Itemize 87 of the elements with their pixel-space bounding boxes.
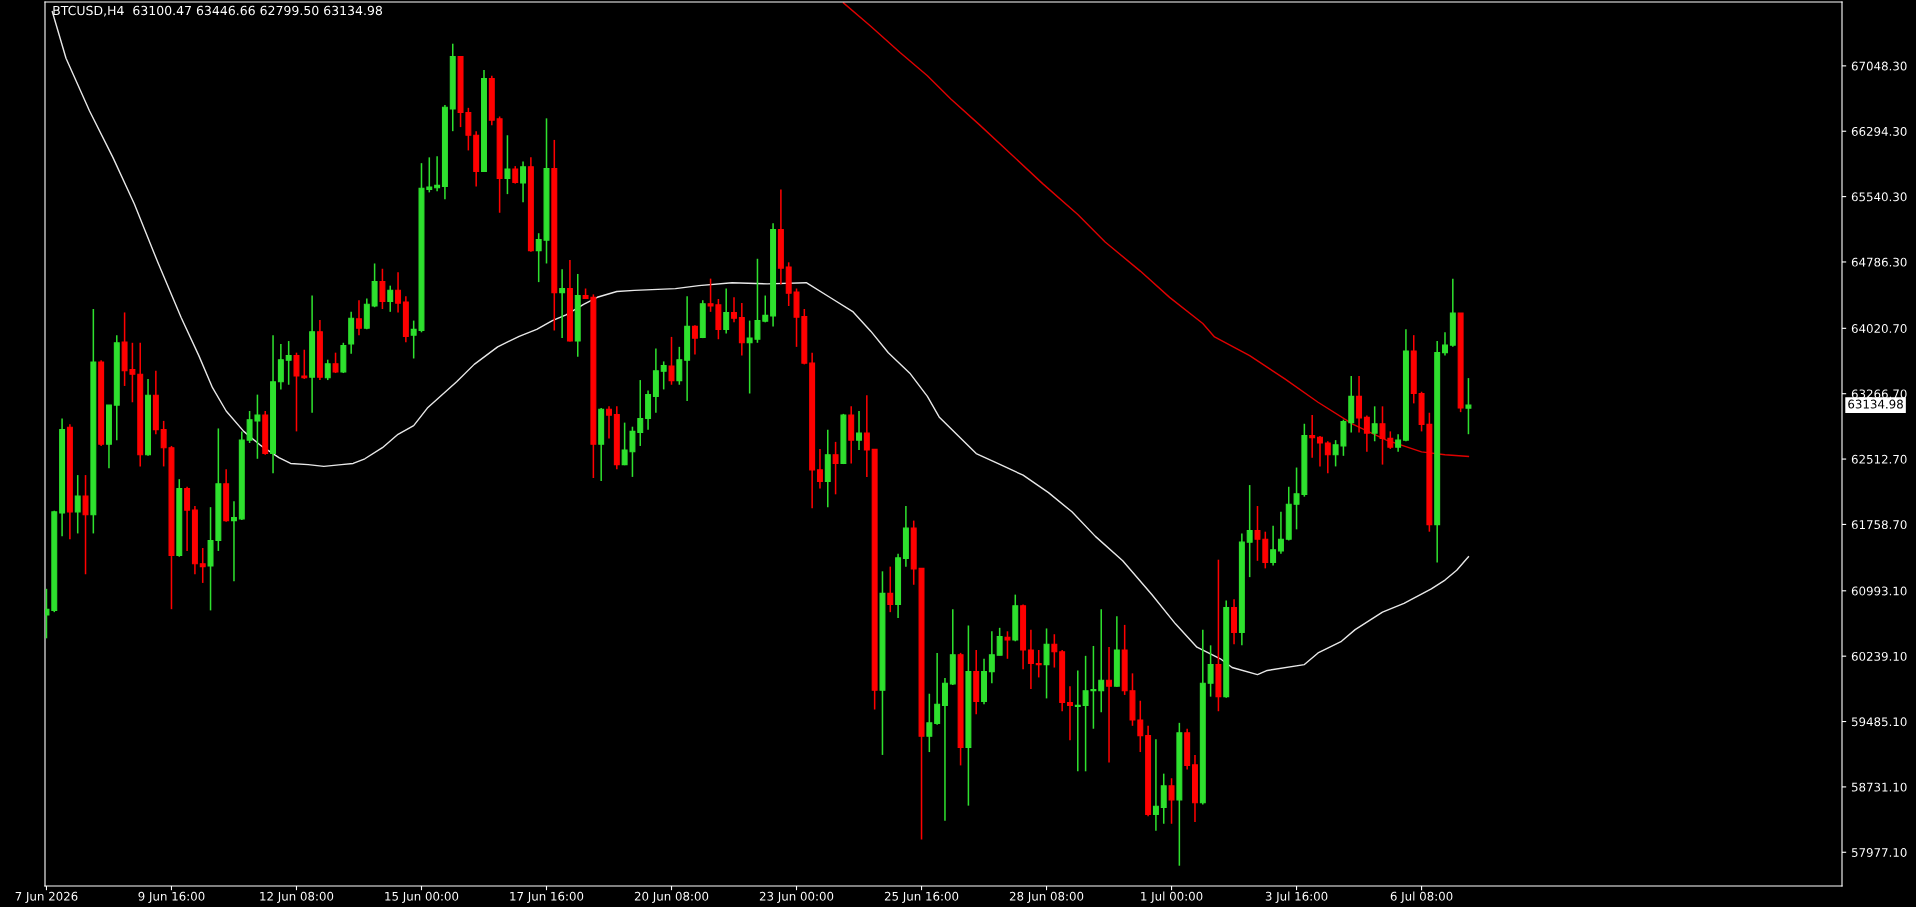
candlestick <box>1168 777 1175 825</box>
x-tick-label: 25 Jun 16:00 <box>884 891 959 903</box>
candlestick <box>1035 649 1042 679</box>
y-tick-label: 66294.30 <box>1851 126 1907 136</box>
candlestick <box>285 340 292 386</box>
candlestick <box>363 297 370 331</box>
y-tick-label: 65540.30 <box>1851 192 1907 202</box>
candlestick <box>1465 377 1472 435</box>
candlestick <box>1324 440 1331 475</box>
candlestick <box>324 358 331 381</box>
x-tick-label: 23 Jun 00:00 <box>759 891 834 903</box>
candlestick <box>1371 405 1378 443</box>
candlestick <box>1098 608 1105 714</box>
x-tick-label: 28 Jun 08:00 <box>1009 891 1084 903</box>
candlestick <box>606 405 612 440</box>
y-tick-label: 64020.70 <box>1851 324 1907 333</box>
candlestick <box>1066 685 1073 742</box>
text: 63134.98 <box>1848 399 1903 409</box>
candlestick <box>1442 331 1448 357</box>
candlestick <box>723 287 730 335</box>
candlestick <box>74 474 81 535</box>
candlestick <box>1051 633 1058 669</box>
candlestick <box>934 652 941 726</box>
candlestick <box>277 343 284 391</box>
x-tick-label: 20 Jun 08:00 <box>634 891 709 903</box>
candlestick <box>434 155 441 192</box>
candlestick <box>379 267 386 310</box>
candlestick <box>816 448 823 490</box>
x-tick-label: 3 Jul 16:00 <box>1265 891 1328 903</box>
x-tick-label: 15 Jun 00:00 <box>385 891 459 903</box>
candlestick <box>668 336 675 386</box>
y-tick-label: 63266.70 <box>1851 389 1907 399</box>
candlestick <box>1356 375 1363 434</box>
candlestick <box>1309 414 1316 459</box>
x-tick-label: 7 Jun 2026 <box>15 891 78 903</box>
candlestick <box>231 500 237 582</box>
candlestick <box>645 389 652 431</box>
candlestick <box>1027 628 1034 690</box>
candlestick <box>863 394 870 478</box>
candlestick <box>199 547 206 584</box>
candlestick <box>520 160 527 204</box>
candlestick <box>1363 414 1370 453</box>
candlestick <box>1277 511 1284 555</box>
candlestick <box>676 346 683 386</box>
y-tick-label: 61758.70 <box>1851 520 1907 530</box>
candlestick <box>504 134 511 195</box>
y-tick-label: 67048.30 <box>1851 61 1907 71</box>
candlestick <box>82 474 89 576</box>
chart-title: BTCUSD,H4 63100.47 63446.66 62799.50 63134.98 <box>53 5 383 17</box>
candlestick <box>1004 630 1011 660</box>
candlestick <box>691 324 698 356</box>
candlestick <box>941 677 948 822</box>
candlestick <box>926 692 933 753</box>
candlestick <box>387 284 394 313</box>
candlestick <box>988 630 995 684</box>
candlestick <box>832 441 839 496</box>
x-tick-label: 17 Jun 16:00 <box>510 891 584 903</box>
candlestick <box>559 268 566 339</box>
candlestick <box>1207 644 1214 698</box>
candlestick <box>856 410 862 451</box>
y-tick-label: 62512.70 <box>1851 454 1907 464</box>
candlestick <box>996 627 1003 657</box>
candlestick <box>1043 627 1050 700</box>
candlestick <box>1106 646 1113 764</box>
candlestick <box>1246 484 1253 578</box>
x-tick-label: 6 Jul 08:00 <box>1390 891 1453 903</box>
y-tick-label: 60239.10 <box>1851 651 1907 661</box>
candlestick <box>660 360 667 391</box>
candlestick <box>1152 738 1159 832</box>
candlestick <box>887 565 894 613</box>
y-tick-label: 57977.10 <box>1851 847 1907 857</box>
candlestick <box>395 271 402 314</box>
y-tick-label: 58731.10 <box>1851 782 1907 792</box>
candlestick <box>184 486 191 552</box>
candlestick <box>356 299 362 336</box>
y-tick-label: 60993.10 <box>1851 586 1907 596</box>
line-series <box>842 2 1470 458</box>
x-tick-label: 1 Jul 00:00 <box>1141 891 1203 903</box>
x-tick-label: 9 Jun 16:00 <box>138 891 205 903</box>
x-tick-label: 12 Jun 08:00 <box>260 891 334 903</box>
candlestick <box>1074 669 1081 773</box>
candlestick <box>1317 435 1323 468</box>
candlestick <box>1160 772 1167 825</box>
candlestick <box>731 296 737 324</box>
candlestick <box>1270 525 1277 567</box>
y-tick-label: 64786.30 <box>1851 257 1907 267</box>
y-tick-label: 59485.10 <box>1851 717 1907 727</box>
